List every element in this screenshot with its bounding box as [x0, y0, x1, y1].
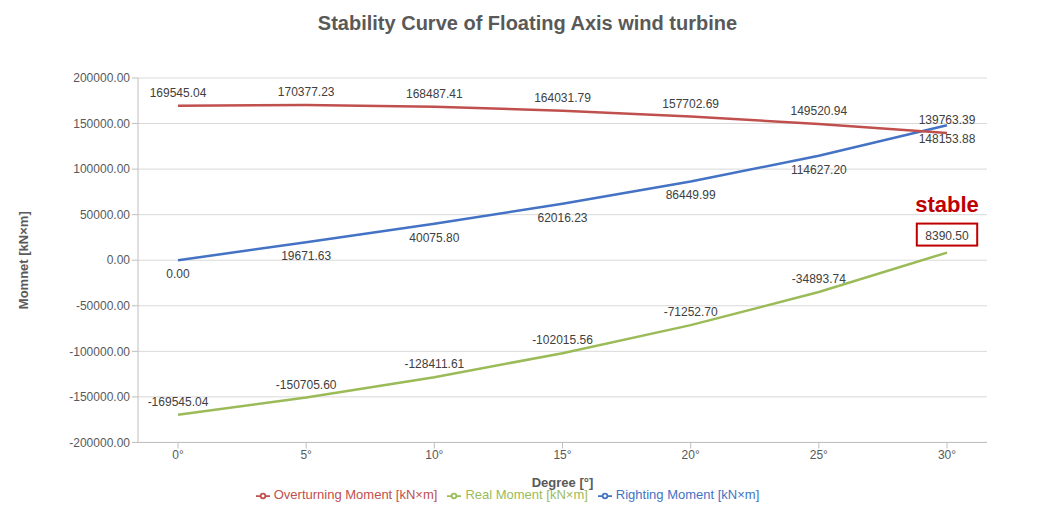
svg-text:20°: 20° — [682, 448, 700, 462]
svg-text:0°: 0° — [172, 448, 184, 462]
svg-text:-34893.74: -34893.74 — [792, 272, 846, 286]
svg-text:170377.23: 170377.23 — [278, 85, 335, 99]
svg-text:25°: 25° — [810, 448, 828, 462]
svg-text:50000.00: 50000.00 — [80, 208, 130, 222]
svg-text:8390.50: 8390.50 — [925, 229, 969, 243]
svg-text:114627.20: 114627.20 — [791, 163, 847, 177]
svg-text:164031.79: 164031.79 — [534, 91, 591, 105]
svg-text:86449.99: 86449.99 — [666, 188, 716, 202]
svg-text:169545.04: 169545.04 — [150, 86, 207, 100]
svg-text:149520.94: 149520.94 — [790, 104, 847, 118]
svg-text:5°: 5° — [300, 448, 312, 462]
svg-text:150000.00: 150000.00 — [73, 117, 130, 131]
svg-text:-50000.00: -50000.00 — [76, 299, 130, 313]
svg-text:-102015.56: -102015.56 — [532, 333, 593, 347]
svg-text:40075.80: 40075.80 — [409, 231, 459, 245]
svg-text:62016.23: 62016.23 — [537, 211, 587, 225]
svg-text:-71252.70: -71252.70 — [664, 305, 718, 319]
svg-text:Degree [°]: Degree [°] — [532, 475, 594, 490]
svg-text:-100000.00: -100000.00 — [69, 345, 130, 359]
svg-text:139763.39: 139763.39 — [919, 113, 976, 127]
svg-text:30°: 30° — [938, 448, 956, 462]
svg-text:-128411.61: -128411.61 — [404, 357, 464, 371]
svg-text:19671.63: 19671.63 — [281, 249, 331, 263]
svg-text:stable: stable — [915, 192, 979, 217]
svg-text:Momnet [kN×m]: Momnet [kN×m] — [16, 211, 31, 309]
html-text:Stability Curve of Floating Ax: Stability Curve of Floating Axis wind tu… — [317, 12, 738, 34]
svg-text:100000.00: 100000.00 — [73, 162, 130, 176]
svg-text:168487.41: 168487.41 — [406, 87, 463, 101]
svg-text:148153.88: 148153.88 — [919, 132, 976, 146]
svg-text:0.00: 0.00 — [107, 253, 131, 267]
svg-text:-200000.00: -200000.00 — [69, 436, 130, 450]
svg-text:10°: 10° — [425, 448, 443, 462]
svg-text:-150705.60: -150705.60 — [276, 378, 337, 392]
svg-text:-150000.00: -150000.00 — [69, 390, 130, 404]
html-text:Real Moment [kN×m]: Real Moment [kN×m] — [465, 487, 588, 503]
svg-text:0.00: 0.00 — [166, 267, 190, 281]
svg-text:-169545.04: -169545.04 — [148, 395, 209, 409]
svg-text:200000.00: 200000.00 — [73, 71, 130, 85]
html-text:Overturning Moment [kN×m]: Overturning Moment [kN×m] — [273, 487, 438, 503]
html-text:Righting Moment [kN×m]: Righting Moment [kN×m] — [615, 487, 760, 503]
svg-text:15°: 15° — [553, 448, 571, 462]
svg-text:157702.69: 157702.69 — [662, 97, 719, 111]
